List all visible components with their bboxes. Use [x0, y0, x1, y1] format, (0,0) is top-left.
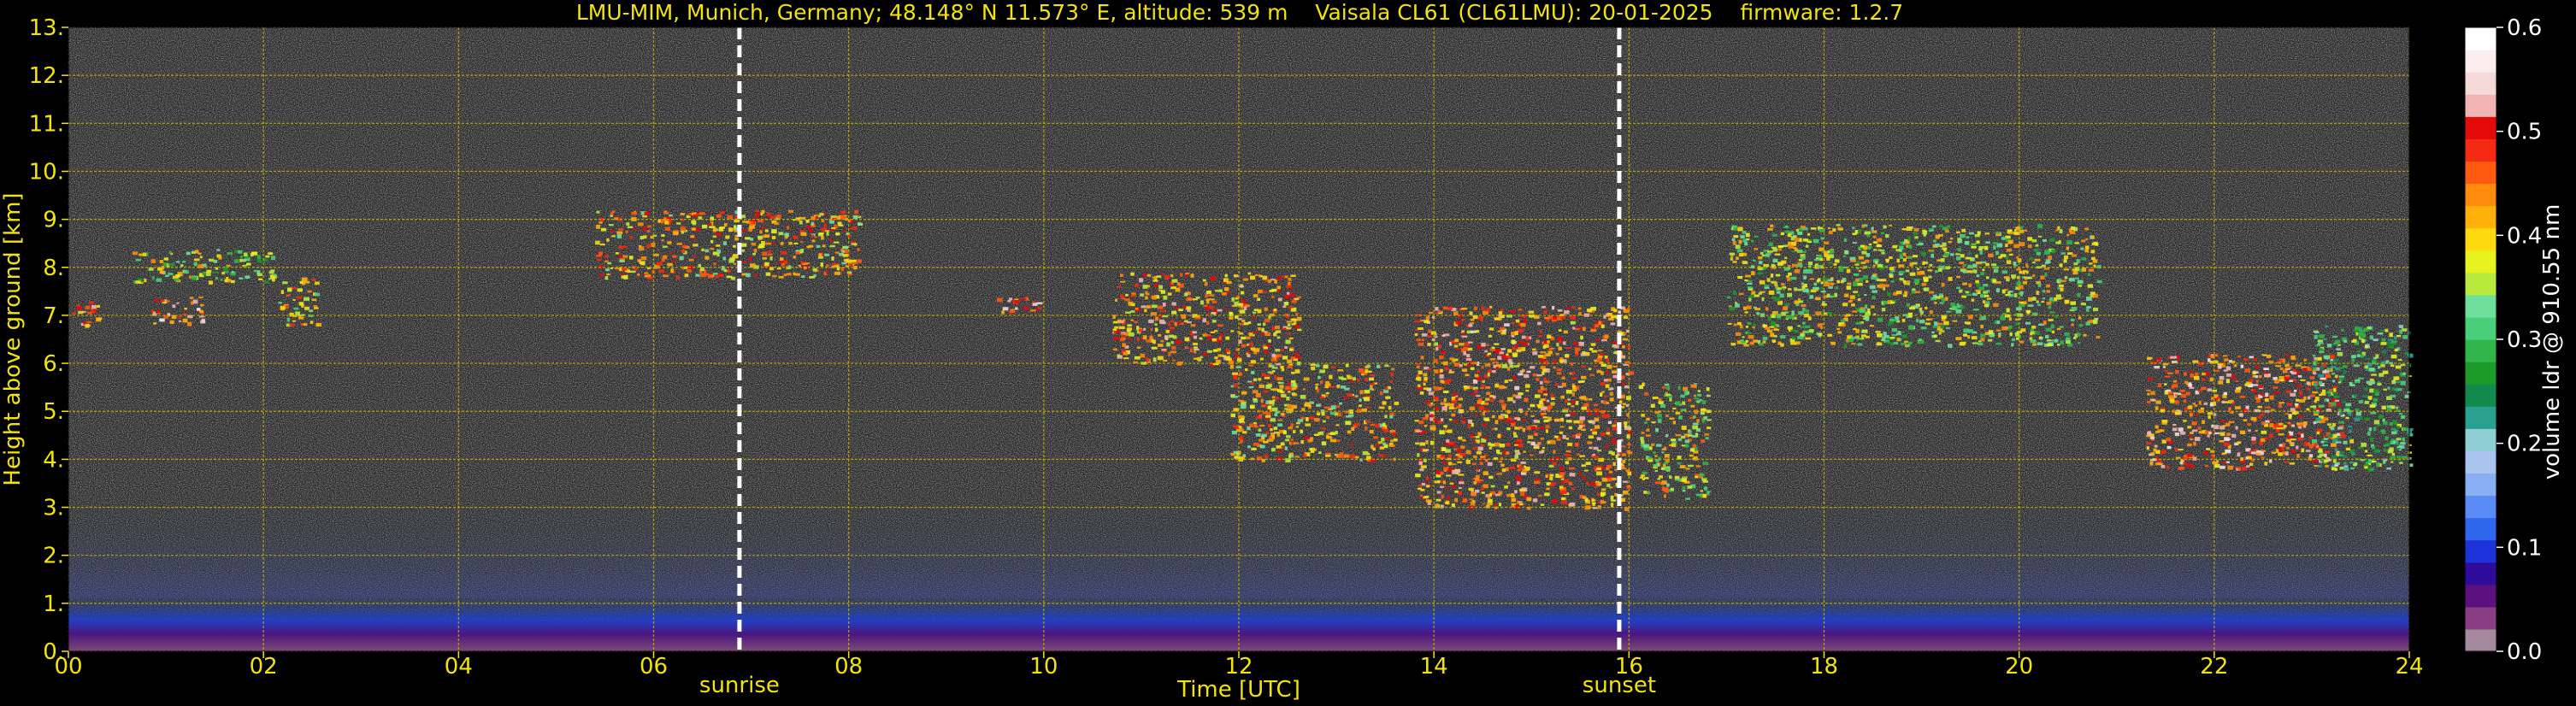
cloud-layer [72, 209, 2414, 511]
colorbar-segment [2465, 250, 2496, 274]
cloud-feature [151, 296, 206, 327]
y-axis-ticks: 0. 1. 2. 3. 4. 5. 6. 7. 8. 9. 10. 11. 12. 13. [29, 15, 68, 665]
colorbar-segment [2465, 294, 2496, 318]
x-tick-label: 18 [1810, 654, 1838, 680]
colorbar-segment [2465, 495, 2496, 519]
colorbar-segment [2465, 316, 2496, 340]
cloud-feature [1638, 382, 1712, 500]
colorbar-tick-label: 0.4 [2507, 223, 2542, 249]
cloud-feature [2146, 353, 2347, 471]
colorbar-segment [2465, 138, 2496, 162]
colorbar: 0.0 0.1 0.2 0.3 0.4 0.5 0.6 [2464, 15, 2542, 665]
sunset-label: sunset [1583, 673, 1656, 698]
colorbar-segment [2465, 517, 2496, 541]
colorbar-segment [2465, 72, 2496, 95]
colorbar-tick-label: 0.6 [2507, 15, 2542, 41]
colorbar-segment [2465, 27, 2496, 50]
y-tick-label: 6. [43, 351, 64, 377]
y-tick-label: 2. [43, 544, 64, 569]
y-tick-label: 12. [29, 63, 64, 89]
colorbar-tick-label: 0.0 [2507, 639, 2542, 665]
colorbar-segment [2465, 450, 2496, 474]
x-tick-label: 24 [2395, 654, 2423, 680]
colorbar-segment [2465, 183, 2496, 207]
cloud-feature [278, 277, 322, 327]
y-tick-label: 0. [43, 639, 64, 665]
colorbar-segment [2465, 384, 2496, 407]
colorbar-segment [2465, 406, 2496, 429]
cloud-feature [1726, 224, 2102, 348]
colorbar-segment [2465, 606, 2496, 630]
x-tick-label: 16 [1615, 654, 1643, 680]
colorbar-tick-label: 0.3 [2507, 327, 2542, 353]
colorbar-segment [2465, 50, 2496, 73]
colorbar-segment [2465, 116, 2496, 139]
chart-title: LMU-MIM, Munich, Germany; 48.148° N 11.5… [576, 0, 1903, 25]
colorbar-label: volume ldr @ 910.55 nm [2539, 204, 2565, 480]
y-tick-label: 5. [43, 399, 64, 425]
colorbar-segment [2465, 339, 2496, 362]
cloud-feature [1112, 272, 1302, 367]
colorbar-segment [2465, 362, 2496, 385]
sunrise-label: sunrise [699, 673, 780, 698]
x-axis-ticks: 00 02 04 06 08 10 12 14 16 18 20 22 24 [54, 651, 2424, 680]
x-tick-label: 14 [1420, 654, 1448, 680]
x-tick-label: 10 [1029, 654, 1058, 680]
y-tick-label: 3. [43, 496, 64, 521]
y-tick-label: 1. [43, 591, 64, 617]
x-tick-label: 22 [2200, 654, 2228, 680]
colorbar-segment [2465, 94, 2496, 117]
y-tick-label: 7. [43, 303, 64, 329]
cloud-feature [1229, 363, 1400, 462]
x-tick-label: 00 [54, 654, 82, 680]
colorbar-segment [2465, 272, 2496, 296]
colorbar-segment [2465, 562, 2496, 585]
colorbar-segment [2465, 584, 2496, 608]
cloud-feature [132, 249, 277, 285]
x-tick-label: 06 [640, 654, 668, 680]
y-tick-label: 4. [43, 447, 64, 473]
cloud-feature [595, 209, 863, 280]
colorbar-segment [2465, 628, 2496, 652]
y-tick-label: 8. [43, 256, 64, 281]
x-axis-label: Time [UTC] [1176, 677, 1300, 703]
colorbar-segment [2465, 205, 2496, 229]
colorbar-segment [2465, 161, 2496, 185]
x-tick-label: 02 [250, 654, 278, 680]
event-markers: sunrise sunset [699, 27, 1656, 698]
colorbar-segment [2465, 539, 2496, 563]
colorbar-tick-label: 0.1 [2507, 535, 2542, 561]
colorbar-tick-label: 0.5 [2507, 120, 2542, 145]
y-tick-label: 11. [29, 111, 64, 137]
colorbar-segment [2465, 227, 2496, 251]
x-tick-label: 12 [1224, 654, 1253, 680]
y-axis-label: Height above ground [km] [0, 192, 26, 485]
x-tick-label: 20 [2005, 654, 2033, 680]
cloud-feature [997, 297, 1043, 315]
colorbar-segment [2465, 428, 2496, 451]
colorbar-segment [2465, 473, 2496, 497]
x-tick-label: 04 [445, 654, 473, 680]
cloud-feature [72, 301, 103, 328]
y-tick-label: 10. [29, 159, 64, 185]
y-tick-label: 9. [43, 208, 64, 233]
x-tick-label: 08 [834, 654, 863, 680]
colorbar-tick-label: 0.2 [2507, 432, 2542, 457]
y-tick-label: 13. [29, 15, 64, 41]
